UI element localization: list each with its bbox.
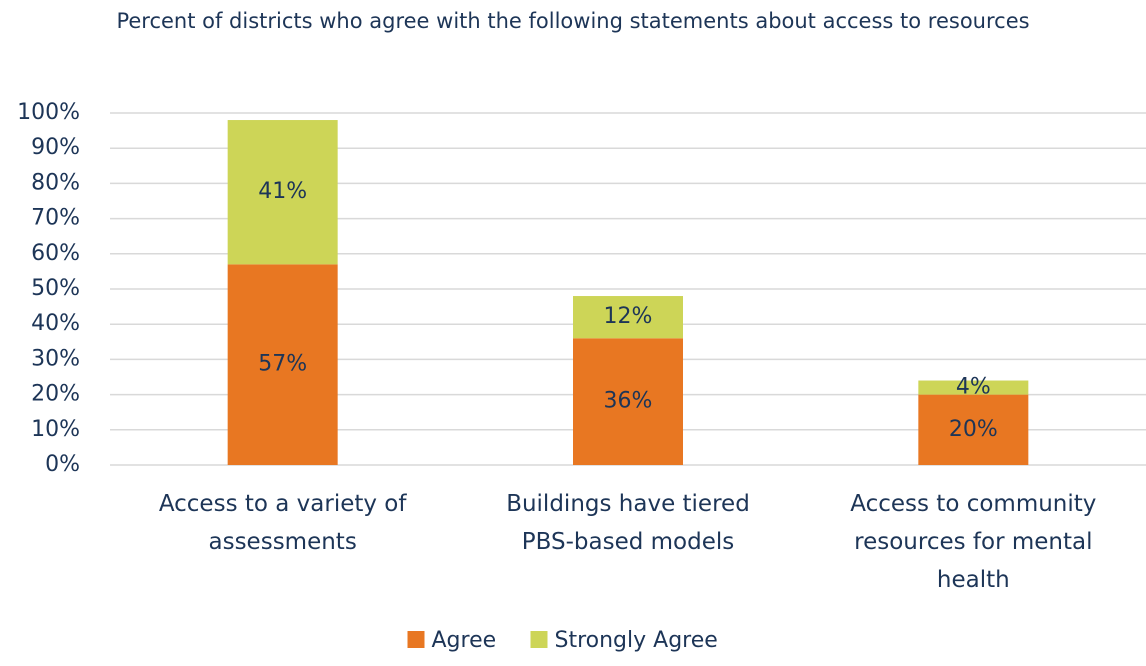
legend-label: Strongly Agree [555, 628, 718, 653]
bar-segment [227, 264, 338, 465]
chart-title: Percent of districts who agree with the … [116, 9, 1030, 33]
y-tick-label: 20% [31, 382, 80, 407]
y-tick-label: 90% [31, 135, 80, 160]
y-tick-label: 0% [45, 452, 80, 477]
bar-segment [918, 380, 1029, 395]
bar-segment [918, 394, 1029, 465]
x-tick-label-box: Access to community resources for mental… [850, 491, 1097, 593]
x-tick-label: Access to community resources for mental… [850, 491, 1097, 593]
legend-label: Agree [432, 628, 497, 653]
y-tick-label: 100% [17, 100, 80, 125]
legend-swatch [407, 631, 425, 648]
bar-segment [573, 338, 683, 465]
data-label: 57% [258, 352, 307, 377]
legend-swatch [530, 631, 548, 648]
x-tick-label: Access to a variety of assessments [158, 491, 407, 555]
y-tick-label: 40% [31, 311, 80, 336]
bar-segment [227, 120, 338, 265]
y-tick-label: 30% [31, 346, 80, 371]
x-tick-label-box: Buildings have tiered PBS-based models [506, 491, 750, 555]
y-tick-label: 80% [31, 170, 80, 195]
data-label: 41% [258, 179, 307, 204]
bar-segment [573, 296, 683, 339]
data-label: 4% [956, 375, 991, 400]
y-tick-label: 50% [31, 276, 80, 301]
title-box: Percent of districts who agree with the … [116, 9, 1030, 33]
x-tick-label: Buildings have tiered PBS-based models [506, 491, 750, 555]
x-tick-label-box: Access to a variety of assessments [158, 491, 407, 555]
y-tick-label: 70% [31, 206, 80, 231]
data-label: 12% [604, 304, 653, 329]
y-tick-label: 60% [31, 241, 80, 266]
data-label: 20% [949, 417, 998, 442]
y-tick-label: 10% [31, 417, 80, 442]
data-label: 36% [604, 389, 653, 414]
